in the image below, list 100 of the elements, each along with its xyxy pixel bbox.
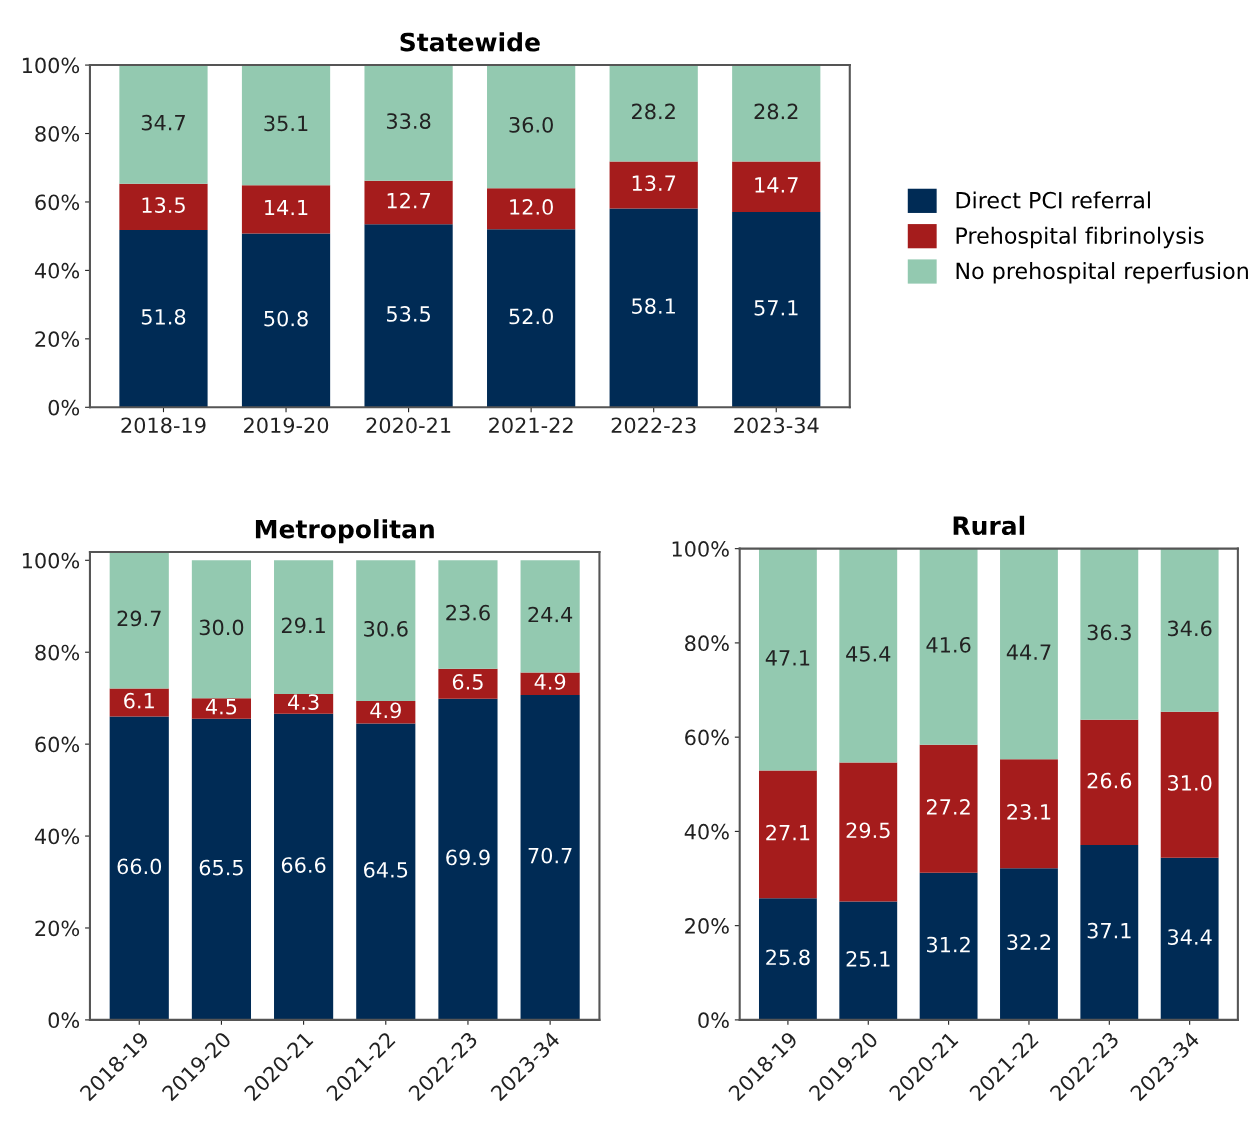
data-label: 51.8 [141,308,186,325]
bar [520,672,580,695]
bar [191,718,252,1020]
bar [1000,548,1058,760]
data-label: 29.7 [117,610,161,627]
data-label: 24.4 [528,606,573,623]
y-tick-label: 60% [685,729,729,746]
data-label: 4.3 [288,694,319,710]
data-label: 35.1 [264,115,308,132]
data-label: 30.6 [364,620,408,637]
data-label: 12.0 [510,199,553,215]
y-tick-label: 0% [48,399,80,416]
data-label: 30.0 [199,619,244,636]
data-label: 33.8 [386,113,431,129]
bar [364,180,453,225]
bar [732,211,821,408]
bar [609,208,698,408]
y-tick-label: 20% [685,918,729,934]
bar [919,548,978,745]
data-label: 45.4 [846,646,891,662]
legend-label: Prehospital fibrinolysis [956,226,1204,249]
data-label: 58.1 [632,298,675,314]
legend-label: No prehospital reperfusion [956,262,1248,284]
data-label: 6.5 [452,673,483,690]
bar [1000,868,1058,1020]
x-tick-label: 2020-21 [366,417,451,434]
bar [364,65,453,181]
bar [487,229,576,408]
bar [732,161,821,212]
y-tick-label: 80% [685,635,729,652]
data-label: 41.6 [926,636,971,653]
data-label: 66.0 [117,858,162,875]
data-label: 66.6 [281,857,326,873]
chart-title: Statewide [400,32,540,52]
data-label: 36.0 [509,116,553,133]
data-label: 28.2 [754,103,798,120]
data-label: 69.9 [446,849,490,866]
data-label: 14.7 [755,177,798,193]
data-label: 34.7 [141,114,185,131]
bar [609,161,698,209]
bar [839,901,898,1020]
x-tick-label: 2019-20 [244,417,329,434]
data-label: 65.5 [199,859,243,876]
data-label: 4.9 [370,702,401,719]
y-tick-label: 80% [35,644,80,661]
data-label: 37.1 [1087,922,1131,939]
bar [839,762,898,902]
bar [839,548,898,763]
bar [520,560,580,673]
bar [109,688,169,717]
data-label: 26.6 [1087,772,1132,789]
bar [919,744,978,873]
data-label: 6.1 [124,692,154,709]
bar [758,548,817,771]
data-label: 36.3 [1087,624,1131,641]
y-tick-label: 40% [34,828,80,845]
bar [274,560,334,695]
y-tick-label: 60% [35,736,80,753]
chart-title: Metropolitan [255,519,434,544]
data-label: 4.5 [205,699,237,715]
data-label: 23.6 [446,604,490,621]
bar [241,185,331,234]
y-tick-label: 100% [672,541,729,557]
bar [1080,548,1139,720]
data-label: 70.7 [528,847,572,864]
x-tick-label: 2022-23 [611,417,696,434]
bar [1080,719,1139,846]
y-tick-label: 40% [684,823,729,840]
bar [438,698,498,1020]
data-label: 13.5 [142,197,185,213]
data-label: 31.0 [1168,775,1212,791]
bar [241,233,331,408]
data-label: 29.5 [846,822,890,839]
bar [356,560,416,701]
data-label: 64.5 [364,861,408,878]
bar [241,65,331,186]
y-tick-label: 80% [35,125,80,142]
bar [732,65,821,162]
bar [1000,759,1058,869]
data-label: 14.1 [265,199,308,216]
data-label: 47.1 [765,650,810,666]
bar [119,230,208,408]
data-label: 12.7 [387,192,430,209]
bar [438,668,498,699]
bar [191,560,252,699]
bar [119,183,208,231]
bar [438,560,498,669]
data-label: 32.2 [1007,934,1051,951]
data-label: 44.7 [1006,644,1051,660]
bar [109,716,169,1020]
bar [274,694,334,714]
bar [109,552,169,689]
bar [119,65,208,184]
bar [609,65,698,162]
legend-label: Direct PCI referral [956,191,1150,209]
bar [1160,548,1219,712]
x-tick-label: 2023-34 [734,417,819,434]
y-tick-label: 20% [35,920,80,937]
bar [274,713,334,1020]
y-tick-label: 40% [34,262,80,279]
